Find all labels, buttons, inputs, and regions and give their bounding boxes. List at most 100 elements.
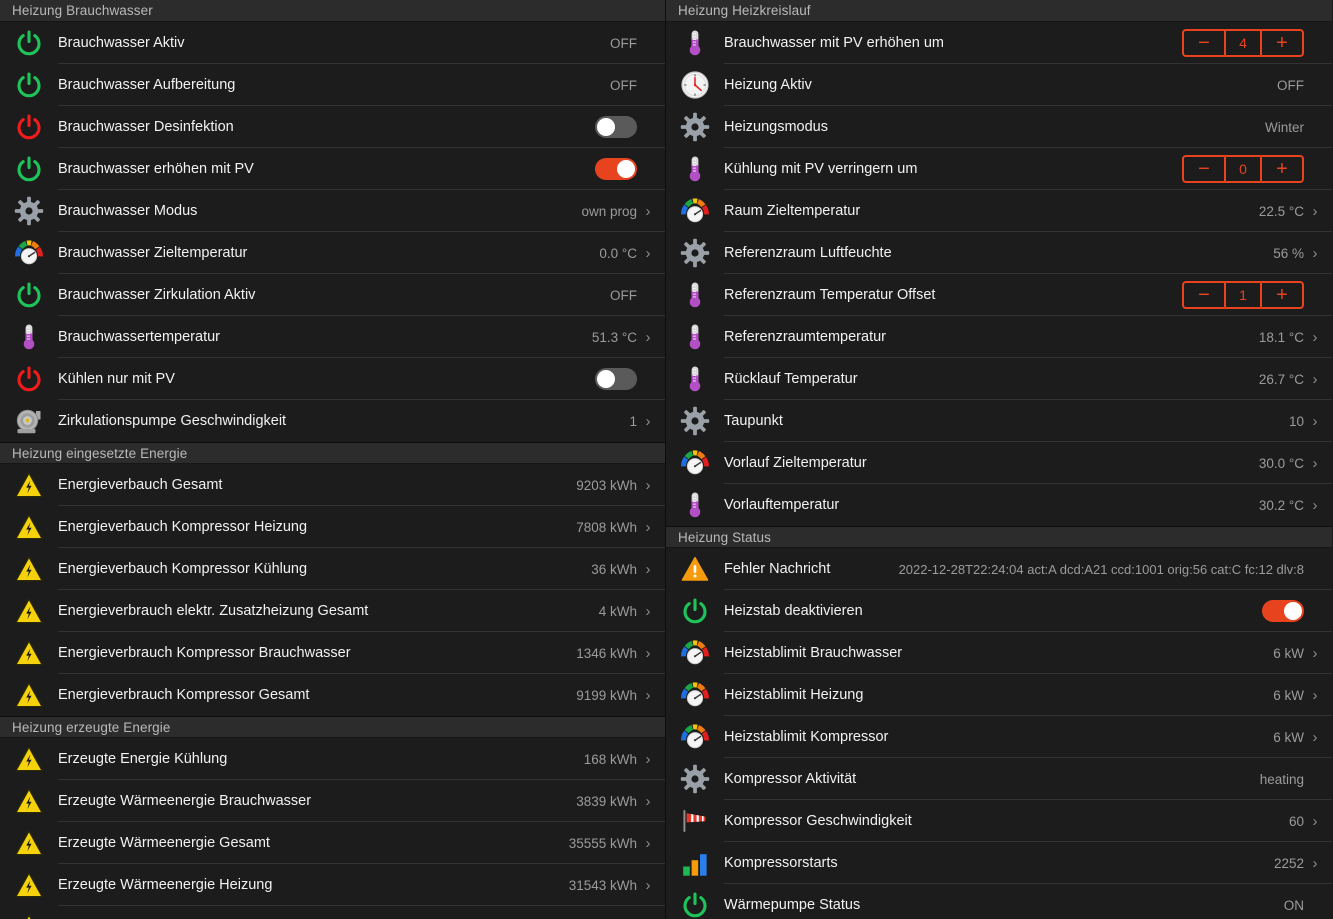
list-item[interactable]: Erzeugte Energie Kühlung 168 kWh › [0,738,665,780]
chevron-right-icon[interactable]: › [645,328,651,346]
list-item-value: 1 [629,413,637,429]
chevron-right-icon[interactable]: › [1312,496,1318,514]
chevron-right-icon[interactable]: › [1312,686,1318,704]
toggle-switch[interactable] [595,368,637,390]
list-item[interactable]: Brauchwasser Modus own prog › [0,190,665,232]
list-item-value: own prog [581,203,637,219]
list-item[interactable]: Erzeugte Wärmeenergie Gesamt 35555 kWh › [0,822,665,864]
chevron-right-icon[interactable]: › [645,560,651,578]
list-item[interactable]: Brauchwasser Zieltemperatur 0.0 °C › [0,232,665,274]
list-item[interactable]: Energieverbauch Kompressor Heizung 7808 k… [0,506,665,548]
stepper-decrement-button[interactable]: − [1198,32,1210,54]
list-item[interactable]: Vorlauf Zieltemperatur 30.0 °C › [666,442,1332,484]
chevron-right-icon[interactable]: › [645,750,651,768]
row-divider [58,863,665,864]
list-item[interactable]: Erzeugte Wärmeenergie Brauchwasser 3839 k… [0,780,665,822]
stepper-decrement-button[interactable]: − [1198,158,1210,180]
energy-warning-icon [0,554,58,584]
chevron-right-icon[interactable]: › [1312,244,1318,262]
list-item-value: 6 kW [1273,729,1304,745]
chevron-right-icon[interactable]: › [645,644,651,662]
list-item-value: 56 % [1273,245,1304,261]
chevron-right-icon[interactable]: › [1312,202,1318,220]
toggle-switch[interactable] [595,158,637,180]
chevron-right-icon[interactable]: › [1312,454,1318,472]
list-item-label: Kühlung mit PV verringern um [724,161,918,177]
list-item[interactable]: Energieverbauch Gesamt 9203 kWh › [0,464,665,506]
chevron-right-icon[interactable]: › [645,244,651,262]
chevron-right-icon[interactable]: › [645,202,651,220]
list-item[interactable]: Heizstablimit Heizung 6 kW › [666,674,1332,716]
chevron-right-icon[interactable]: › [1312,412,1318,430]
chevron-right-icon[interactable]: › [645,876,651,894]
chevron-right-icon[interactable]: › [645,518,651,536]
list-item[interactable]: Brauchwassertemperatur 51.3 °C › [0,316,665,358]
row-divider [724,841,1332,842]
value-stepper[interactable]: −0 + [1182,155,1304,183]
list-item[interactable]: Brauchwasser erhöhen mit PV› [0,148,665,190]
list-item[interactable]: Rücklauf Temperatur 26.7 °C › [666,358,1332,400]
gauge-icon [666,680,724,710]
list-item[interactable]: Vorlauftemperatur 30.2 °C › [666,484,1332,526]
list-item[interactable]: Kühlung mit PV verringern um−0+› [666,148,1332,190]
list-item[interactable]: Raum Zieltemperatur 22.5 °C › [666,190,1332,232]
chevron-right-icon[interactable]: › [1312,370,1318,388]
gauge-icon [0,238,58,268]
thermometer-icon [666,490,724,520]
list-item[interactable]: Brauchwasser mit PV erhöhen um−4+› [666,22,1332,64]
chevron-right-icon[interactable]: › [645,412,651,430]
list-item[interactable]: Referenzraum Temperatur Offset−1+› [666,274,1332,316]
chevron-right-icon[interactable]: › [645,792,651,810]
toggle-switch[interactable] [595,116,637,138]
list-item[interactable]: Taupunkt 10 › [666,400,1332,442]
chevron-right-icon[interactable]: › [645,602,651,620]
list-item[interactable]: Heizstablimit Kompressor 6 kW › [666,716,1332,758]
chevron-right-icon[interactable]: › [1312,728,1318,746]
list-item[interactable]: Fehler Nachricht 2022-12-28T22:24:04 act:… [666,548,1332,590]
list-item[interactable]: Erzeugte Wärmeenergie Heizung 31543 kWh › [0,864,665,906]
list-item[interactable]: Energieverbrauch elektr. Zusatzheizung G… [0,590,665,632]
list-item[interactable]: Energieverbauch Kompressor Kühlung 36 kWh… [0,548,665,590]
toggle-switch[interactable] [1262,600,1304,622]
list-item[interactable]: Heizstablimit Brauchwasser 6 kW › [666,632,1332,674]
chevron-right-icon[interactable]: › [1312,854,1318,872]
list-item[interactable]: Kompressorstarts 2252 › [666,842,1332,884]
row-divider [58,905,665,906]
chevron-right-icon[interactable]: › [645,686,651,704]
list-item[interactable]: Kompressor aktueller Faktor3.6 kWh› [0,906,665,919]
list-item[interactable]: Kompressor Geschwindigkeit 60 › [666,800,1332,842]
chevron-right-icon[interactable]: › [645,476,651,494]
list-item-value: 9203 kWh [576,477,637,493]
stepper-increment-button[interactable]: + [1276,284,1288,306]
list-item-label: Brauchwasser Aufbereitung [58,77,236,93]
list-item[interactable]: Energieverbrauch Kompressor Gesamt 9199 k… [0,674,665,716]
stepper-increment-button[interactable]: + [1276,32,1288,54]
list-item[interactable]: Brauchwasser Desinfektion› [0,106,665,148]
chevron-right-icon[interactable]: › [645,834,651,852]
list-item[interactable]: Referenzraumtemperatur 18.1 °C › [666,316,1332,358]
stepper-increment-button[interactable]: + [1276,158,1288,180]
toggle-knob [1284,602,1302,620]
list-item[interactable]: Heizstab deaktivieren› [666,590,1332,632]
panel-right: Heizung Heizkreislauf Brauchwasser mit P… [666,0,1332,919]
chevron-right-icon[interactable]: › [1312,812,1318,830]
row-divider [724,147,1332,148]
value-stepper[interactable]: −1 + [1182,281,1304,309]
list-item-label: Kompressor Geschwindigkeit [724,813,912,829]
list-item[interactable]: Energieverbrauch Kompressor Brauchwasser… [0,632,665,674]
list-item-label: Energieverbauch Kompressor Heizung [58,519,308,535]
stepper-decrement-button[interactable]: − [1198,284,1210,306]
value-stepper[interactable]: −4 + [1182,29,1304,57]
list-item[interactable]: Zirkulationspumpe Geschwindigkeit 1 › [0,400,665,442]
chevron-right-icon[interactable]: › [1312,644,1318,662]
list-item[interactable]: Referenzraum Luftfeuchte 56 % › [666,232,1332,274]
list-item[interactable]: Kühlen nur mit PV› [0,358,665,400]
chevron-right-icon[interactable]: › [1312,328,1318,346]
